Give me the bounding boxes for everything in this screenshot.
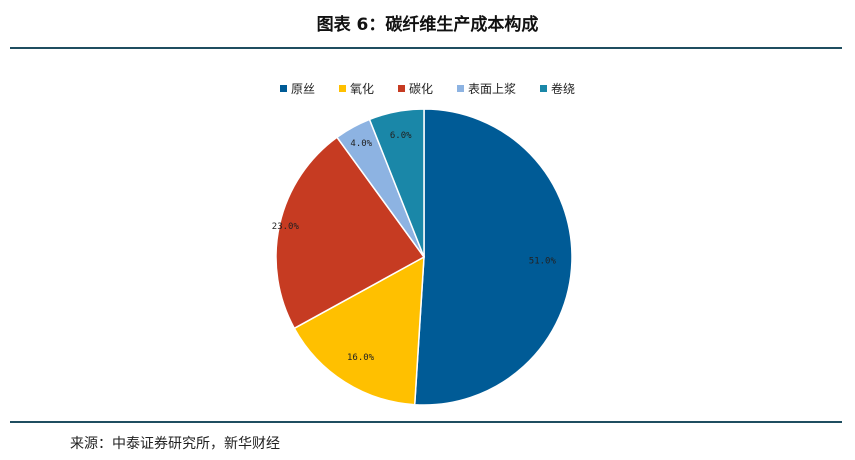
chart-title: 图表 6：碳纤维生产成本构成 <box>316 15 539 35</box>
chart-legend: 原丝 氧化 碳化 表面上浆 卷绕 <box>0 80 855 97</box>
legend-item-biaomianshangjiang: 表面上浆 <box>457 80 516 97</box>
legend-item-yuansi: 原丝 <box>279 80 315 97</box>
pie-slice-5 <box>368 108 425 258</box>
slice-data-label: 16.0% <box>347 353 375 363</box>
bottom-divider <box>10 421 842 423</box>
pie-slice-1 <box>413 108 573 406</box>
slice-data-label: 51.0% <box>529 257 557 267</box>
legend-label: 原丝 <box>290 82 315 96</box>
legend-label: 卷绕 <box>551 82 576 96</box>
legend-item-tanhua: 碳化 <box>397 80 433 97</box>
legend-item-yanghua: 氧化 <box>338 80 374 97</box>
legend-swatch <box>540 85 548 92</box>
source-note: 来源：中泰证券研究所，新华财经 <box>70 436 280 452</box>
legend-label: 氧化 <box>349 82 374 96</box>
legend-swatch <box>338 85 346 92</box>
legend-label: 表面上浆 <box>468 82 517 96</box>
legend-label: 碳化 <box>408 82 433 96</box>
legend-item-juanrao: 卷绕 <box>540 80 575 97</box>
top-divider <box>10 47 842 49</box>
slice-data-label: 23.0% <box>272 222 300 232</box>
pie-slice-3 <box>275 136 426 330</box>
pie-slice-2 <box>293 255 425 406</box>
legend-swatch <box>397 85 405 92</box>
slice-data-label: 4.0% <box>350 139 372 149</box>
slice-data-label: 6.0% <box>390 131 412 141</box>
legend-swatch <box>279 85 287 92</box>
legend-swatch <box>457 85 464 92</box>
